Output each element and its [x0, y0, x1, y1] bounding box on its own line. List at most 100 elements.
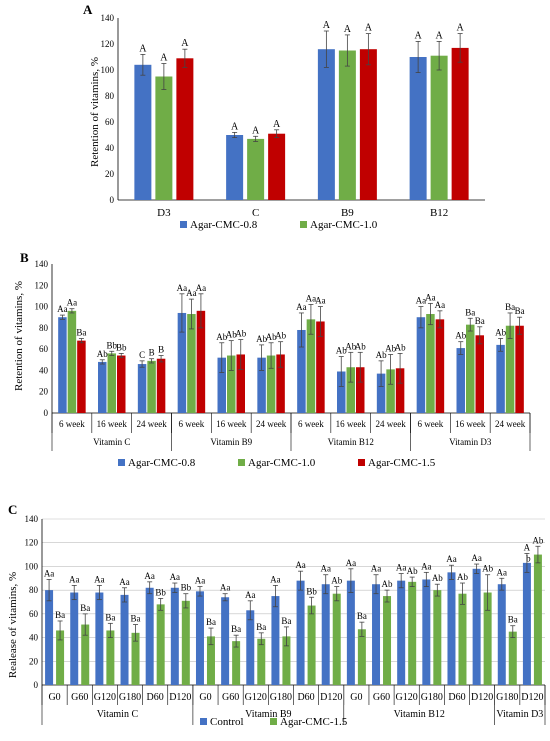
- panel-a-letter: A: [83, 2, 93, 17]
- x-tick-label: G120: [94, 692, 116, 703]
- x-tick-label: 6 week: [298, 419, 324, 429]
- bar: [409, 57, 427, 200]
- bar: [533, 554, 542, 685]
- significance-label: Aa: [295, 560, 306, 570]
- legend-entry: Agar-CMC-1.0: [310, 219, 378, 231]
- significance-label: B: [158, 345, 164, 355]
- x-tick-label: G180: [421, 692, 443, 703]
- legend-entry: Control: [210, 716, 244, 728]
- significance-label: A: [415, 30, 423, 41]
- group-label: Vitamin D3: [449, 437, 492, 447]
- significance-label: Aa: [177, 283, 188, 293]
- x-tick-label: 6 week: [59, 419, 85, 429]
- x-tick-label: 24 week: [256, 419, 287, 429]
- bar: [483, 592, 492, 685]
- significance-label: Bb: [116, 342, 127, 352]
- legend-swatch: [238, 459, 245, 466]
- x-tick-label: 6 week: [179, 419, 205, 429]
- bar: [98, 361, 107, 413]
- bar: [195, 591, 204, 685]
- significance-label: Ab: [382, 579, 393, 589]
- bar: [408, 581, 417, 685]
- significance-label: b: [526, 553, 531, 563]
- bar: [515, 325, 524, 413]
- bar: [95, 592, 104, 685]
- bar: [187, 314, 196, 413]
- bar: [137, 364, 147, 413]
- x-tick-label: 6 week: [418, 419, 444, 429]
- significance-label: A: [524, 542, 531, 552]
- significance-label: Aa: [94, 574, 105, 584]
- legend-entry: Agar-CMC-0.8: [128, 457, 196, 469]
- significance-label: Ba: [505, 302, 515, 312]
- y-tick-label: 20: [105, 169, 115, 179]
- legend-swatch: [270, 718, 277, 725]
- x-tick-label: G60: [222, 692, 239, 703]
- significance-label: Bb: [181, 583, 192, 593]
- bar: [505, 325, 515, 413]
- x-tick-label: G0: [48, 692, 60, 703]
- significance-label: Ba: [206, 617, 216, 627]
- panel-c-ylabel: Realease of vitamins, %: [7, 572, 19, 678]
- bar: [170, 587, 179, 685]
- significance-label: Aa: [44, 568, 55, 578]
- y-tick-label: 140: [25, 514, 39, 524]
- bar: [447, 572, 456, 685]
- bar: [246, 610, 255, 685]
- bar: [257, 357, 266, 413]
- bar: [206, 636, 215, 685]
- bar: [386, 369, 395, 413]
- bar: [131, 632, 140, 685]
- y-tick-label: 100: [35, 302, 49, 312]
- bar: [356, 367, 365, 413]
- significance-label: A: [231, 121, 239, 132]
- bar: [120, 594, 129, 685]
- bar: [306, 319, 316, 413]
- bar: [266, 355, 276, 413]
- bar: [226, 135, 244, 200]
- bar: [147, 360, 156, 413]
- x-tick-label: 24 week: [136, 419, 167, 429]
- significance-label: Aa: [446, 554, 457, 564]
- x-tick-label: G120: [396, 692, 418, 703]
- significance-label: B: [149, 348, 155, 358]
- significance-label: Ab: [407, 566, 418, 576]
- x-tick-label: C: [252, 207, 259, 219]
- bar: [196, 310, 206, 413]
- bar: [106, 630, 115, 685]
- y-tick-label: 40: [39, 365, 49, 375]
- significance-label: Ab: [432, 573, 443, 583]
- significance-label: Aa: [371, 564, 382, 574]
- bar: [181, 600, 190, 685]
- significance-label: Ab: [256, 334, 267, 344]
- chart-panel-b: B Retention of vitamins, % 0 20 40 60 80 100 1…: [13, 250, 531, 469]
- x-tick-label: G180: [270, 692, 292, 703]
- significance-label: Ab: [266, 332, 277, 342]
- x-tick-label: D120: [521, 692, 543, 703]
- significance-label: Aa: [67, 298, 78, 308]
- significance-label: Aa: [306, 293, 317, 303]
- significance-label: Ab: [376, 350, 387, 360]
- significance-label: Ba: [55, 610, 65, 620]
- x-tick-label: G180: [119, 692, 141, 703]
- y-tick-label: 60: [29, 609, 39, 619]
- bar: [458, 593, 467, 685]
- significance-label: Ab: [345, 341, 356, 351]
- bar: [435, 319, 445, 413]
- y-tick-label: 80: [39, 323, 49, 333]
- significance-label: Aa: [296, 302, 307, 312]
- significance-label: Ba: [515, 306, 525, 316]
- panel-c-letter: C: [8, 502, 17, 517]
- bar: [257, 638, 266, 685]
- bar: [416, 317, 426, 413]
- bar: [397, 580, 406, 685]
- y-tick-label: 60: [105, 117, 115, 127]
- significance-label: Aa: [416, 296, 427, 306]
- y-tick-label: 80: [29, 585, 39, 595]
- x-tick-label: 16 week: [216, 419, 247, 429]
- significance-label: Bb: [155, 587, 166, 597]
- significance-label: Ba: [508, 615, 518, 625]
- bar: [177, 312, 187, 413]
- x-tick-label: G120: [245, 692, 267, 703]
- bar: [359, 49, 377, 201]
